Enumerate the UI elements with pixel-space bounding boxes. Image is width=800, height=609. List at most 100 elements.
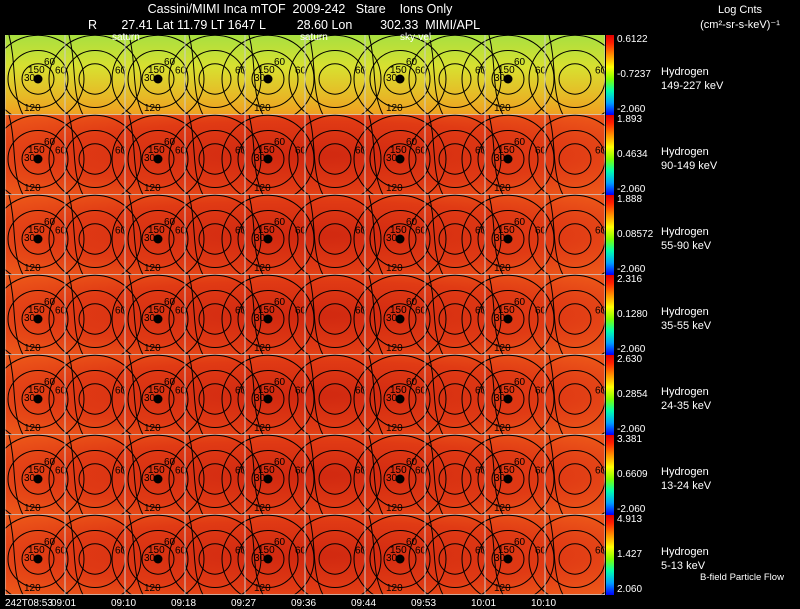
contour-line — [198, 63, 232, 95]
contour-label: 60 — [415, 385, 427, 396]
contour-line — [128, 114, 144, 196]
contour-label: 150 — [28, 225, 45, 236]
contour-label: 150 — [28, 305, 45, 316]
contour-label: 60 — [235, 65, 247, 76]
colorbar-unit-label: Log Cnts — [717, 4, 763, 16]
colorbar-min-label: -2.060 — [617, 424, 646, 435]
colorbar-min-label: 2.060 — [617, 584, 643, 595]
contour-line — [477, 50, 539, 108]
contour-line — [198, 383, 232, 415]
colorbar — [606, 115, 614, 195]
contour-line — [141, 223, 175, 255]
contour-label: 150 — [28, 545, 45, 556]
colorbar-max-label: 3.381 — [617, 434, 643, 445]
contour-label: 150 — [258, 545, 275, 556]
contour-line — [7, 210, 69, 268]
contour-line — [21, 463, 55, 495]
contour-line — [491, 463, 525, 495]
contour-line — [408, 514, 502, 595]
contour-line — [127, 290, 189, 348]
contour-label: 60 — [295, 225, 307, 236]
row-label: Hydrogen 90-149 keV — [661, 146, 718, 172]
contour-line — [128, 514, 144, 595]
contour-label: 60 — [475, 65, 487, 76]
contour-label: 60 — [55, 225, 67, 236]
contour-label: 120 — [386, 103, 403, 114]
contour-line — [318, 463, 352, 495]
contour-label: 60 — [274, 377, 286, 388]
contour-line — [383, 143, 417, 175]
contour-line — [8, 434, 24, 516]
contour-label: 150 — [498, 465, 515, 476]
contour-label: 120 — [254, 423, 271, 434]
contour-line — [127, 530, 189, 588]
contour-label: 60 — [415, 225, 427, 236]
contour-label: 30 — [254, 73, 266, 84]
planet-marker — [153, 474, 163, 484]
contour-line — [368, 35, 384, 116]
contour-line — [369, 130, 431, 188]
contour-line — [477, 210, 539, 268]
contour-line — [78, 223, 112, 255]
contour-line — [198, 463, 232, 495]
contour-line — [477, 370, 539, 428]
contour-label: 60 — [355, 145, 367, 156]
contour-label: 60 — [535, 305, 547, 316]
contour-label: 60 — [475, 225, 487, 236]
planet-marker — [263, 474, 273, 484]
contour-line — [8, 35, 24, 116]
contour-line — [251, 143, 285, 175]
contour-line — [188, 434, 204, 516]
contour-line — [548, 354, 564, 436]
chart-title: Cassini/MIMI Inca mTOF 2009-242 Stare Io… — [147, 2, 453, 16]
contour-label: 60 — [164, 297, 176, 308]
contour-label: 60 — [44, 297, 56, 308]
colorbar — [606, 355, 614, 435]
colorbar-min-label: -2.060 — [617, 104, 646, 115]
contour-label: 60 — [274, 297, 286, 308]
colorbar — [606, 515, 614, 595]
planet-marker — [263, 234, 273, 244]
planet-marker — [33, 394, 43, 404]
contour-label: 60 — [415, 465, 427, 476]
contour-line — [491, 63, 525, 95]
in-frame-label: saturn — [112, 32, 140, 43]
contour-label: 60 — [235, 465, 247, 476]
colorbar — [606, 435, 614, 515]
contour-label: 30 — [24, 153, 36, 164]
contour-label: 60 — [475, 305, 487, 316]
contour-line — [558, 383, 592, 415]
contour-label: 60 — [175, 225, 187, 236]
colorbar — [606, 35, 614, 115]
contour-label: 60 — [44, 137, 56, 148]
planet-marker — [503, 234, 513, 244]
contour-line — [188, 514, 204, 595]
contour-label: 60 — [514, 217, 526, 228]
contour-line — [308, 514, 324, 595]
contour-label: 150 — [28, 65, 45, 76]
planet-marker — [395, 554, 405, 564]
contour-label: 30 — [386, 313, 398, 324]
contour-line — [248, 354, 264, 436]
contour-label: 150 — [498, 305, 515, 316]
planet-marker — [503, 394, 513, 404]
contour-label: 60 — [115, 65, 127, 76]
contour-label: 60 — [355, 65, 367, 76]
contour-label: 120 — [254, 263, 271, 274]
contour-label: 30 — [24, 73, 36, 84]
contour-line — [127, 370, 189, 428]
contour-line — [21, 383, 55, 415]
contour-label: 30 — [144, 313, 156, 324]
contour-label: 60 — [235, 545, 247, 556]
contour-line — [237, 130, 299, 188]
contour-label: 150 — [258, 145, 275, 156]
x-tick-label: 09:53 — [411, 598, 437, 609]
contour-label: 60 — [595, 225, 607, 236]
contour-label: 150 — [258, 225, 275, 236]
contour-label: 150 — [148, 65, 165, 76]
contour-label: 60 — [115, 545, 127, 556]
contour-line — [477, 290, 539, 348]
planet-marker — [153, 314, 163, 324]
